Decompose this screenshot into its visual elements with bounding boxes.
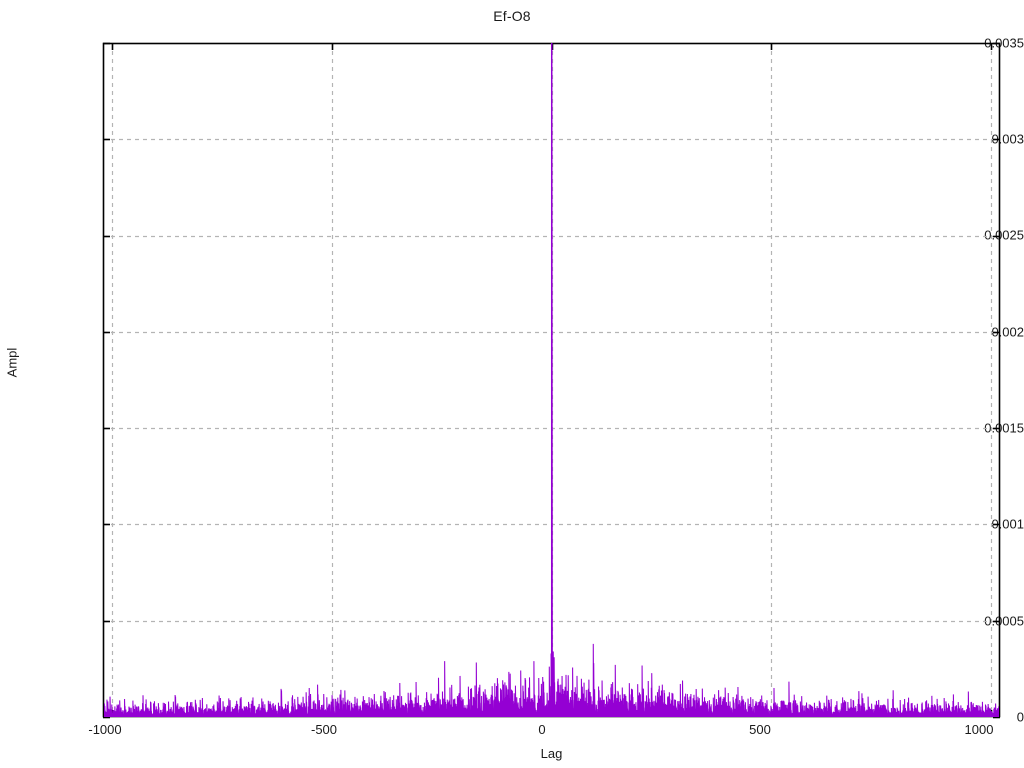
y-tick-label: 0.0035 xyxy=(984,35,1024,51)
y-tick-label: 0 xyxy=(1016,709,1024,725)
x-tick-label: 0 xyxy=(538,722,546,737)
x-tick-label: 500 xyxy=(749,722,771,737)
chart-title: Ef-O8 xyxy=(493,8,531,24)
x-axis-label: Lag xyxy=(540,746,563,761)
y-tick-label: 0.0025 xyxy=(984,227,1024,243)
data-trace xyxy=(104,43,999,717)
y-tick-label: 0.0015 xyxy=(984,420,1024,436)
x-tick-label: -1000 xyxy=(88,722,122,737)
x-tick-label: 1000 xyxy=(964,722,994,737)
x-tick-label: -500 xyxy=(310,722,338,737)
y-tick-label: 0.0005 xyxy=(984,613,1024,629)
